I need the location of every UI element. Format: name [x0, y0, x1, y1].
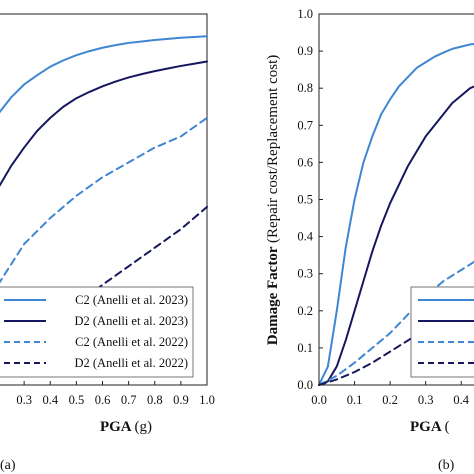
y-tick-label: 0.4 [297, 230, 313, 244]
x-tick-label: 0.9 [173, 393, 189, 407]
x-tick-label: 0.4 [453, 393, 469, 407]
panel-b-legend [410, 286, 474, 378]
panel-a-x-axis-title: PGA (g) [100, 419, 152, 435]
y-tick-label: 0.7 [297, 118, 313, 132]
y-tick-label: 0.3 [297, 267, 313, 281]
legend-a-label-4: D2 (Anelli et al. 2022) [74, 356, 188, 370]
panel-b-y-axis-title: Damage Factor (Repair cost/Replacement c… [265, 55, 281, 345]
panel-b-chart: 0.0 0.1 0.2 0.3 0.4 0.5 0.6 0.7 0.8 0.9 1.0 0.0 0.1… [265, 7, 474, 473]
panel-a-legend-box [0, 286, 194, 378]
legend-a-label-1: C2 (Anelli et al. 2023) [75, 293, 188, 307]
panel-b-y-axis-name: Damage Factor [265, 246, 281, 345]
panel-a-x-ticks: 0.3 0.4 0.5 0.6 0.7 0.8 0.9 1.0 [16, 381, 215, 407]
x-tick-label: 0.2 [382, 393, 398, 407]
panel-b-series-line-1 [318, 43, 474, 386]
x-tick-label: 0.0 [311, 393, 327, 407]
panel-a-series-line-2 [0, 60, 208, 187]
y-tick-label: 0.9 [297, 44, 313, 58]
y-tick-label: 0.5 [297, 193, 313, 207]
x-tick-label: 0.4 [42, 393, 58, 407]
x-tick-label: 0.6 [95, 393, 111, 407]
panel-a-series-line-3 [0, 116, 208, 284]
x-tick-label: 0.1 [347, 393, 363, 407]
x-tick-label: 0.8 [147, 393, 163, 407]
panel-a-chart: 0.3 0.4 0.5 0.6 0.7 0.8 0.9 1.0 C2 (Anelli et a… [0, 13, 215, 473]
legend-a-label-3: C2 (Anelli et al. 2022) [75, 335, 188, 349]
panel-a-x-axis-name: PGA [100, 419, 132, 435]
panel-b-x-axis-unit: ( [445, 419, 450, 435]
x-tick-label: 1.0 [199, 393, 215, 407]
legend-a-label-2: D2 (Anelli et al. 2023) [74, 314, 188, 328]
x-tick-label: 0.7 [121, 393, 137, 407]
panel-b-series-line-2 [318, 85, 474, 386]
x-tick-label: 0.3 [418, 393, 434, 407]
y-tick-label: 0.1 [297, 341, 313, 355]
panel-b-y-axis-unit: (Repair cost/Replacement cost) [265, 55, 281, 243]
y-tick-label: 0.0 [297, 378, 313, 392]
y-tick-label: 0.6 [297, 155, 313, 169]
panel-b-x-axis-name: PGA [410, 419, 442, 435]
panel-a-series-line-1 [0, 35, 208, 114]
panel-b-label: (b) [438, 458, 455, 473]
panel-b-x-axis-title: PGA ( [410, 419, 450, 435]
panel-a-legend: C2 (Anelli et al. 2023) D2 (Anelli et al… [0, 286, 194, 378]
panel-b-series-line-3 [318, 260, 474, 386]
panel-b-y-ticks: 0.0 0.1 0.2 0.3 0.4 0.5 0.6 0.7 0.8 0.9 1.0 [297, 7, 323, 392]
x-tick-label: 0.3 [16, 393, 32, 407]
y-tick-label: 0.2 [297, 304, 313, 318]
y-tick-label: 0.8 [297, 81, 313, 95]
y-tick-label: 1.0 [297, 7, 313, 21]
panel-b-x-ticks: 0.00.10.20.30.40.1 [311, 381, 470, 407]
x-tick-label: 0.5 [69, 393, 85, 407]
panel-a-x-axis-unit: (g) [135, 419, 153, 435]
panel-a-label: (a) [0, 458, 16, 473]
